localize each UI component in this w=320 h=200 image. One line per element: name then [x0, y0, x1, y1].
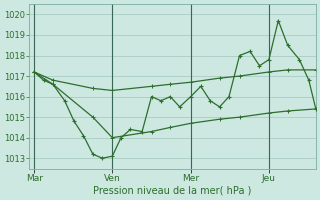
X-axis label: Pression niveau de la mer( hPa ): Pression niveau de la mer( hPa )	[93, 186, 252, 196]
